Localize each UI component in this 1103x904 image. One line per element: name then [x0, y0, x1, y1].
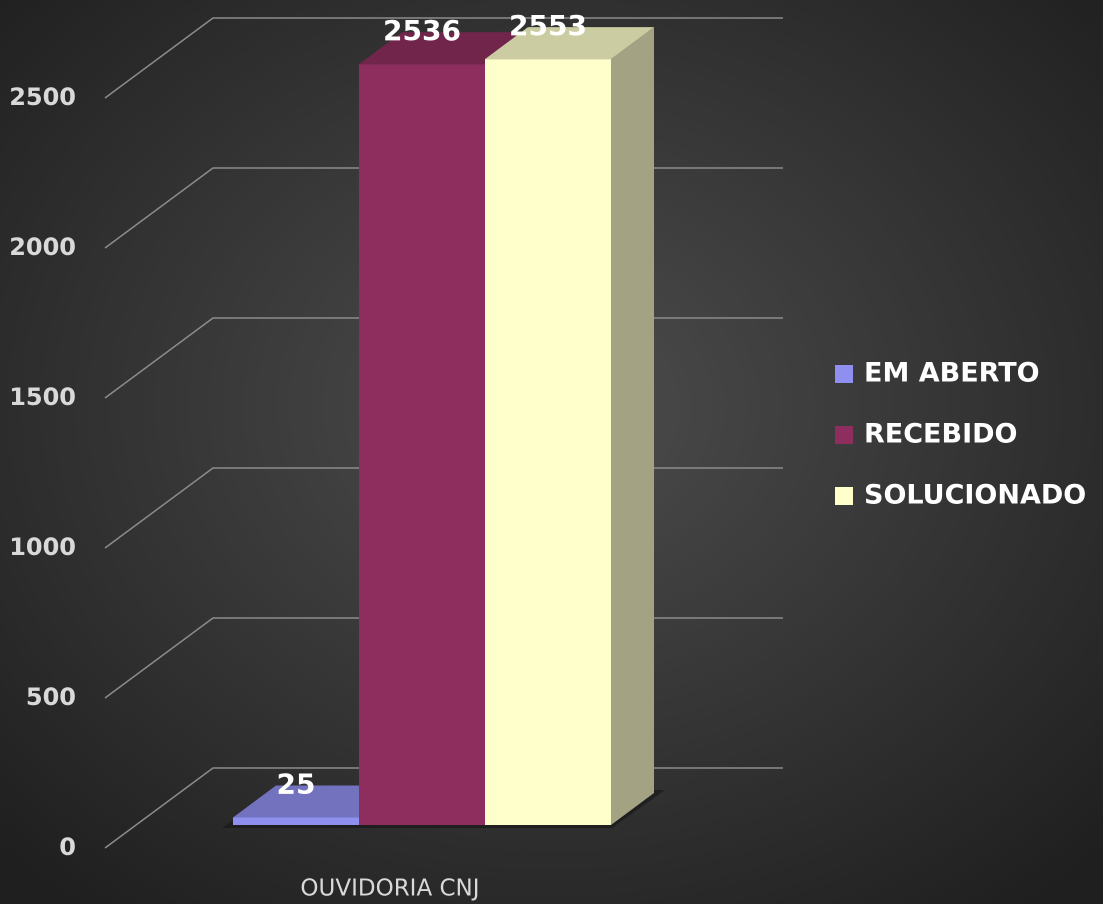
bar [485, 59, 611, 826]
legend-swatch [835, 426, 853, 444]
y-tick-label: 1000 [9, 533, 76, 561]
legend-label: SOLUCIONADO [864, 480, 1086, 511]
legend-label: RECEBIDO [864, 419, 1017, 450]
y-tick-label: 2000 [9, 233, 76, 261]
x-tick-label: OUVIDORIA CNJ [300, 876, 479, 902]
grid-line [104, 17, 783, 99]
bar-top [485, 27, 654, 60]
data-label: 2536 [383, 14, 461, 47]
y-tick-label: 500 [26, 683, 76, 711]
bar-side [611, 27, 654, 826]
legend-label: EM ABERTO [864, 358, 1040, 389]
y-tick-label: 1500 [9, 383, 76, 411]
bar [359, 64, 485, 825]
bar-top [359, 32, 528, 65]
legend-swatch [835, 487, 853, 505]
bar [233, 817, 359, 825]
data-label: 2553 [509, 9, 587, 42]
y-tick-label: 0 [59, 833, 76, 861]
data-label: 25 [277, 768, 316, 801]
y-tick-label: 2500 [9, 83, 76, 111]
legend-swatch [835, 365, 853, 383]
